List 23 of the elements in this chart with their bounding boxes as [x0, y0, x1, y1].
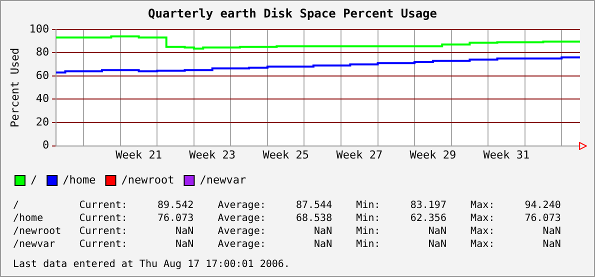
y-tick-label: 80: [36, 46, 50, 59]
legend-label: /: [30, 173, 38, 186]
y-axis-title: Percent Used: [8, 48, 22, 128]
y-tick-label: 60: [36, 68, 50, 82]
text: /newroot Current: NaN Average: NaN Min: NaN Max: NaN: [13, 225, 561, 238]
legend-label: /home: [62, 173, 96, 186]
x-tick-label: Week 31: [483, 148, 530, 162]
text: /home Current: 76.073 Average: 68.538 Min: 62.356 Max: 76.073: [13, 212, 561, 225]
text: Last data entered at Thu Aug 17 17:00:01 2006.: [13, 258, 291, 271]
text: / Current: 89.542 Average: 87.544 Min: 83.197 Max: 94.240: [13, 199, 561, 212]
x-tick-label: Week 29: [410, 148, 456, 162]
y-tick-label: 20: [36, 115, 50, 128]
text: /newvar Current: NaN Average: NaN Min: NaN Max: NaN: [13, 238, 561, 251]
y-tick-label: 40: [36, 92, 50, 106]
x-tick-label: Week 21: [116, 148, 162, 162]
legend-label: /newroot: [121, 173, 174, 186]
y-tick-label: 100: [29, 22, 50, 36]
x-tick-label: Week 25: [262, 148, 310, 162]
x-tick-label: Week 23: [189, 148, 236, 162]
x-tick-label: Week 27: [336, 148, 383, 162]
legend-label: /newvar: [200, 173, 246, 186]
y-tick-label: 0: [42, 138, 50, 152]
chart-title: Quarterly earth Disk Space Percent Usage: [148, 6, 437, 20]
